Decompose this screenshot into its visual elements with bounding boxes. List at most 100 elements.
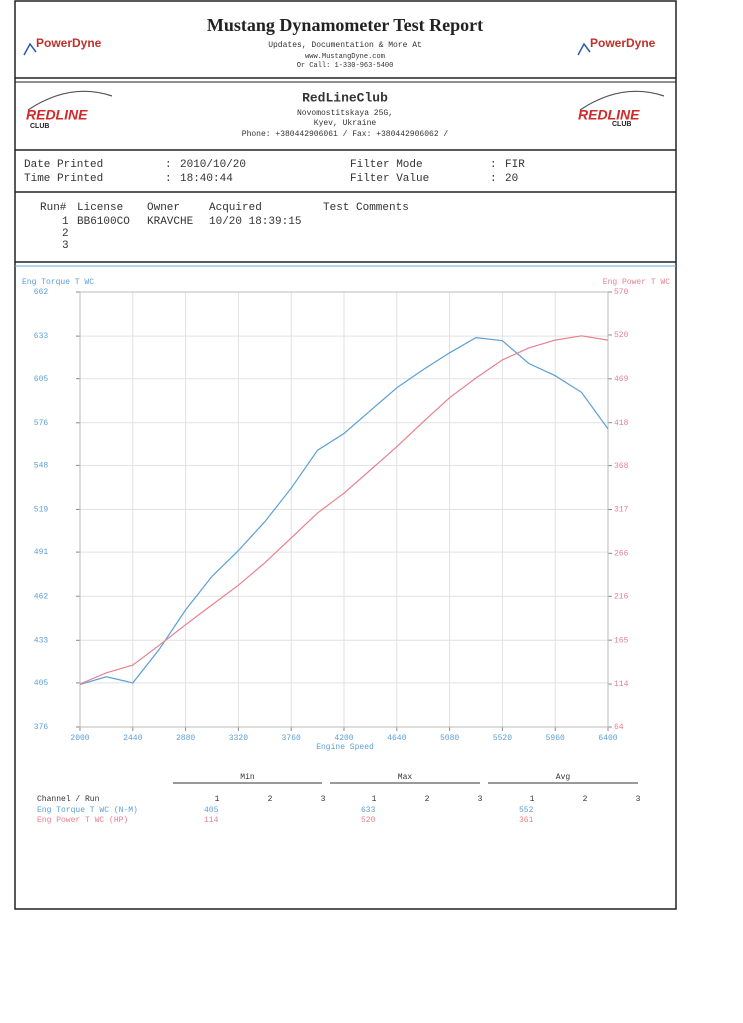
y2-tick-label: 266 bbox=[614, 549, 629, 558]
y2-tick-label: 570 bbox=[614, 288, 629, 297]
stats-group: Min bbox=[240, 773, 255, 782]
y2-tick-label: 64 bbox=[614, 723, 624, 732]
y2-tick-label: 216 bbox=[614, 592, 629, 601]
x-tick-label: 4200 bbox=[334, 734, 353, 743]
y-tick-label: 633 bbox=[34, 332, 49, 341]
run-header: Test Comments bbox=[323, 202, 409, 214]
y-axis-label: Eng Torque T WC bbox=[22, 278, 94, 287]
x-tick-label: 5960 bbox=[546, 734, 565, 743]
stats-run: 3 bbox=[478, 795, 483, 804]
run-cell: BB6100CO bbox=[77, 216, 130, 228]
info-value: FIR bbox=[505, 159, 525, 171]
phone: Or Call: 1-330-963-5400 bbox=[297, 62, 394, 70]
stats-row-name: Eng Power T WC (HP) bbox=[37, 816, 128, 825]
stats-value: 114 bbox=[204, 816, 219, 825]
url: www.MustangDyne.com bbox=[305, 53, 385, 61]
stats-run: 1 bbox=[372, 795, 377, 804]
run-cell: KRAVCHE bbox=[147, 216, 194, 228]
stats-row-name: Eng Torque T WC (N-M) bbox=[37, 806, 138, 815]
run-cell: 10/20 18:39:15 bbox=[209, 216, 301, 228]
info-label: Filter Mode bbox=[350, 159, 423, 171]
y2-tick-label: 469 bbox=[614, 375, 629, 384]
subtitle: Updates, Documentation & More At bbox=[268, 41, 422, 50]
x-tick-label: 2880 bbox=[176, 734, 195, 743]
stats-run: 2 bbox=[268, 795, 273, 804]
info-label: Date Printed bbox=[24, 159, 103, 171]
x-tick-label: 2440 bbox=[123, 734, 142, 743]
info-label: Filter Value bbox=[350, 173, 429, 185]
y-tick-label: 433 bbox=[34, 636, 49, 645]
run-cell: 1 bbox=[62, 216, 69, 228]
run-header: Run# bbox=[40, 202, 67, 214]
stats-group: Max bbox=[398, 773, 413, 782]
y2-tick-label: 317 bbox=[614, 506, 629, 515]
stats-run: 1 bbox=[215, 795, 220, 804]
x-tick-label: 2000 bbox=[70, 734, 89, 743]
y2-tick-label: 114 bbox=[614, 680, 629, 689]
run-header: License bbox=[77, 202, 123, 214]
y-tick-label: 576 bbox=[34, 419, 49, 428]
address-line: Kyev, Ukraine bbox=[314, 119, 377, 128]
x-tick-label: 6400 bbox=[598, 734, 617, 743]
address-line: Novomostitskaya 25G, bbox=[297, 109, 393, 118]
stats-value: 405 bbox=[204, 806, 219, 815]
x-tick-label: 4640 bbox=[387, 734, 406, 743]
stats-run: 3 bbox=[321, 795, 326, 804]
y-tick-label: 491 bbox=[34, 548, 49, 557]
x-tick-label: 5520 bbox=[493, 734, 512, 743]
shop-logo-left: REDLINE bbox=[26, 107, 88, 123]
y-tick-label: 405 bbox=[34, 679, 49, 688]
series-line bbox=[79, 336, 609, 685]
y2-tick-label: 520 bbox=[614, 331, 629, 340]
y-tick-label: 662 bbox=[34, 288, 49, 297]
stats-value: 552 bbox=[519, 806, 534, 815]
shop-contact: Phone: +380442906061 / Fax: +38044290606… bbox=[242, 130, 449, 139]
y-tick-label: 376 bbox=[34, 723, 49, 732]
plot-frame bbox=[79, 291, 609, 728]
logo-arc bbox=[579, 90, 665, 111]
run-header: Owner bbox=[147, 202, 180, 214]
info-label: Time Printed bbox=[24, 173, 103, 185]
info-value: 18:40:44 bbox=[180, 173, 233, 185]
stats-group: Avg bbox=[556, 773, 571, 782]
stats-channel-label: Channel / Run bbox=[37, 795, 100, 804]
x-tick-label: 3320 bbox=[229, 734, 248, 743]
stats-run: 2 bbox=[425, 795, 430, 804]
info-value: 20 bbox=[505, 173, 518, 185]
shop-logo-right: REDLINE bbox=[578, 107, 640, 123]
y-tick-label: 519 bbox=[34, 506, 49, 515]
info-separator: : bbox=[165, 159, 172, 171]
run-header: Acquired bbox=[209, 202, 262, 214]
run-cell: 2 bbox=[62, 228, 69, 240]
report-title: Mustang Dynamometer Test Report bbox=[207, 15, 483, 35]
y2-tick-label: 368 bbox=[614, 462, 629, 471]
info-separator: : bbox=[490, 159, 497, 171]
series-line bbox=[79, 335, 609, 685]
stats-run: 1 bbox=[530, 795, 535, 804]
y-tick-label: 605 bbox=[34, 375, 49, 384]
info-separator: : bbox=[165, 173, 172, 185]
logo-swoosh bbox=[23, 42, 37, 56]
logo-swoosh bbox=[577, 42, 591, 56]
logo-right: PowerDyne bbox=[590, 36, 656, 50]
y-tick-label: 462 bbox=[34, 592, 49, 601]
x-tick-label: 5080 bbox=[440, 734, 459, 743]
shop-logo-sub: CLUB bbox=[612, 121, 631, 128]
shop-name: RedLineClub bbox=[302, 90, 388, 105]
logo-arc bbox=[27, 90, 113, 111]
x-tick-label: 3760 bbox=[282, 734, 301, 743]
y-tick-label: 548 bbox=[34, 462, 49, 471]
stats-value: 361 bbox=[519, 816, 534, 825]
shop-logo-sub: CLUB bbox=[30, 123, 49, 130]
logo-left: PowerDyne bbox=[36, 36, 102, 50]
stats-run: 3 bbox=[636, 795, 641, 804]
dynamic-content: Run# License Owner Acquired Test Comments 1 BB… bbox=[15, 202, 676, 825]
y2-tick-label: 165 bbox=[614, 636, 629, 645]
x-axis-label: Engine Speed bbox=[316, 743, 374, 752]
y2-tick-label: 418 bbox=[614, 419, 629, 428]
page-frame bbox=[14, 0, 677, 910]
stats-value: 520 bbox=[361, 816, 376, 825]
y2-axis-label: Eng Power T WC bbox=[603, 278, 670, 287]
stats-run: 2 bbox=[583, 795, 588, 804]
